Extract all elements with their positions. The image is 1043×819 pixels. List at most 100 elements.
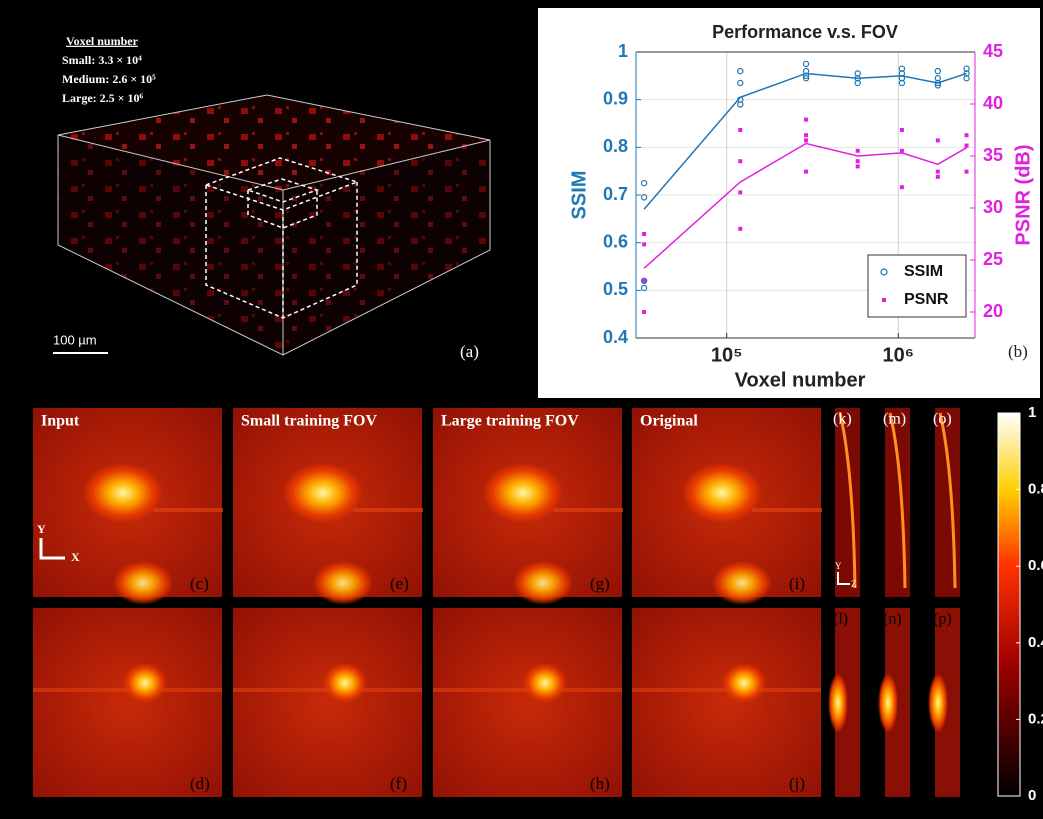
- panel-label: (h): [590, 774, 610, 793]
- panel-label: (n): [883, 611, 902, 628]
- cell-glow: [323, 663, 367, 703]
- y2-tick-label: 45: [983, 41, 1003, 61]
- legend-label: PSNR: [904, 291, 949, 308]
- cell-glow: [682, 463, 762, 523]
- axis-letter: Y: [37, 522, 46, 536]
- y2-tick-label: 25: [983, 249, 1003, 269]
- point: [738, 128, 742, 132]
- cell-glow: [513, 561, 573, 605]
- y-axis-label: SSIM: [568, 171, 590, 220]
- panel-label: (i): [789, 574, 805, 593]
- point: [965, 133, 969, 137]
- point: [936, 138, 940, 142]
- panel-label: (j): [789, 774, 805, 793]
- cell-glow: [313, 561, 373, 605]
- axis-letter: Y: [835, 561, 842, 571]
- fiber: [153, 508, 223, 512]
- point: [804, 133, 808, 137]
- figure: Voxel number Small: 3.3 × 10⁴ Medium: 2.…: [0, 0, 1043, 819]
- point: [936, 175, 940, 179]
- cell-glow: [722, 663, 766, 703]
- image-panel: [885, 408, 910, 597]
- panel-label: (o): [933, 411, 952, 428]
- image-panel: [935, 408, 960, 597]
- cell-glow: [878, 673, 898, 733]
- image-panel: [433, 608, 622, 797]
- y2-tick-label: 30: [983, 197, 1003, 217]
- colorbar-tick-label: 0.8: [1028, 481, 1043, 498]
- volume-legend-line: Small: 3.3 × 10⁴: [62, 53, 142, 67]
- panel-label: (m): [883, 411, 906, 428]
- panel-label: (k): [833, 411, 852, 428]
- legend-marker: [882, 298, 886, 302]
- panel-label: (e): [390, 574, 409, 593]
- x-tick-label: 10⁵: [711, 344, 743, 366]
- y-tick-label: 0.5: [603, 279, 628, 299]
- axis-letter: Z: [851, 579, 857, 589]
- colorbar-tick-label: 0.6: [1028, 557, 1043, 574]
- panel-label: (g): [590, 574, 610, 593]
- image-panel: [33, 608, 222, 797]
- panel-label: (c): [190, 574, 209, 593]
- panel-label: (p): [933, 611, 952, 628]
- point: [804, 138, 808, 142]
- colorbar-tick-label: 0: [1028, 787, 1036, 804]
- point: [900, 185, 904, 189]
- axis-letter: X: [71, 550, 80, 564]
- column-title: Small training FOV: [241, 413, 377, 430]
- colorbar-tick-label: 1: [1028, 404, 1036, 421]
- x-axis-label: Voxel number: [735, 369, 866, 391]
- point: [856, 164, 860, 168]
- point: [738, 227, 742, 231]
- point: [965, 144, 969, 148]
- colorbar: [998, 413, 1020, 796]
- fiber: [752, 508, 822, 512]
- colorbar-tick-label: 0.4: [1028, 634, 1043, 651]
- scale-bar-label: 100 µm: [53, 332, 97, 347]
- y2-tick-label: 40: [983, 93, 1003, 113]
- image-panel: [632, 608, 821, 797]
- y2-axis-label: PSNR (dB): [1012, 144, 1034, 245]
- column-title: Large training FOV: [441, 413, 579, 430]
- point: [642, 242, 646, 246]
- point: [804, 170, 808, 174]
- y2-tick-label: 20: [983, 301, 1003, 321]
- volume-legend-line: Large: 2.5 × 10⁶: [62, 91, 143, 105]
- point: [642, 310, 646, 314]
- point: [738, 190, 742, 194]
- y-tick-label: 1: [618, 41, 628, 61]
- y-tick-label: 0.7: [603, 184, 628, 204]
- cell-glow: [928, 673, 948, 733]
- fiber: [353, 508, 423, 512]
- panel-label: (b): [1008, 342, 1028, 361]
- point: [738, 159, 742, 163]
- point: [856, 159, 860, 163]
- cell-glow: [283, 463, 363, 523]
- y-tick-label: 0.9: [603, 88, 628, 108]
- panel-label: (f): [390, 774, 407, 793]
- volume-legend-line: Medium: 2.6 × 10⁵: [62, 72, 156, 86]
- point: [900, 149, 904, 153]
- chart-title: Performance v.s. FOV: [712, 22, 898, 42]
- y2-tick-label: 35: [983, 145, 1003, 165]
- point: [804, 118, 808, 122]
- volume-legend-title: Voxel number: [66, 34, 139, 48]
- cell-glow: [123, 663, 167, 703]
- point: [642, 279, 646, 283]
- point: [965, 170, 969, 174]
- y-tick-label: 0.6: [603, 231, 628, 251]
- y-tick-label: 0.8: [603, 136, 628, 156]
- cell-glow: [83, 463, 163, 523]
- cell-glow: [523, 663, 567, 703]
- cell-glow: [483, 463, 563, 523]
- panel-label: (d): [190, 774, 210, 793]
- cell-glow: [828, 673, 848, 733]
- point: [856, 149, 860, 153]
- column-title: Input: [41, 413, 80, 430]
- fiber: [553, 508, 623, 512]
- image-panel: [233, 608, 422, 797]
- point: [936, 170, 940, 174]
- legend-label: SSIM: [904, 263, 943, 280]
- x-tick-label: 10⁶: [883, 344, 914, 366]
- y-tick-label: 0.4: [603, 327, 628, 347]
